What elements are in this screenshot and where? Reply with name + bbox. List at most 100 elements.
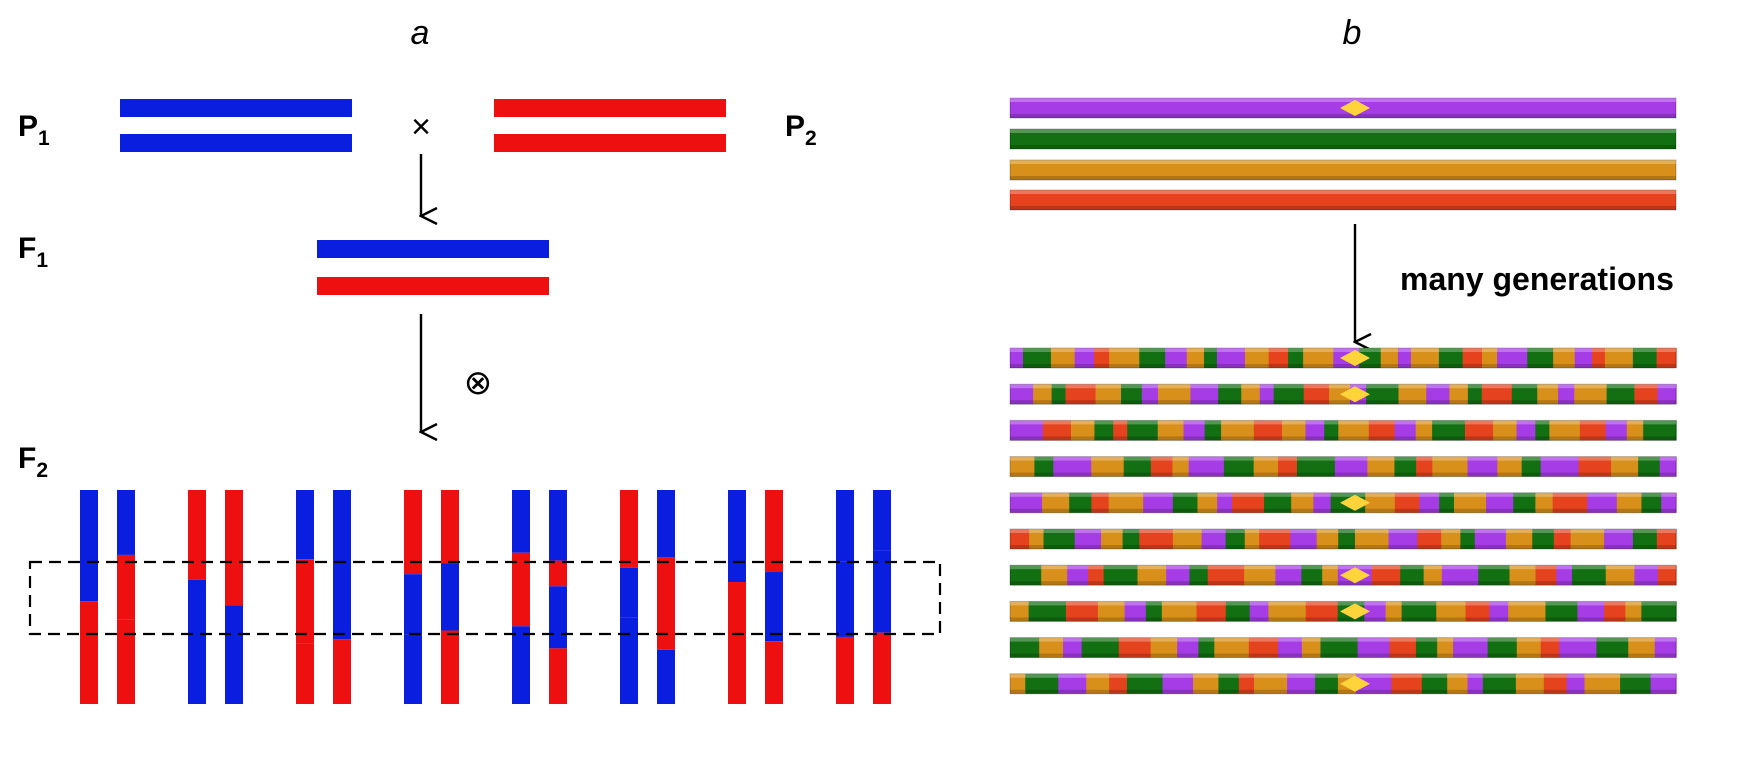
recombinant-7-segment-1 xyxy=(1010,565,1042,586)
recombinant-10-segment-16 xyxy=(1391,673,1423,694)
recombinant-3-segment-2 xyxy=(1042,420,1072,441)
recombinant-2-segment-23 xyxy=(1511,384,1538,405)
recombinant-4-segment-20 xyxy=(1521,456,1542,477)
recombinant-7-segment-19 xyxy=(1478,565,1511,586)
recombinant-9-segment-7 xyxy=(1177,637,1199,658)
f2-chromosome-14-segment-2 xyxy=(765,572,783,642)
f2-chromosome-5-segment-3 xyxy=(296,643,314,704)
recombinant-10-segment-9 xyxy=(1218,673,1240,694)
recombinant-6-segment-5 xyxy=(1101,529,1124,549)
recombinant-8-centromere xyxy=(1340,603,1370,620)
recombinant-3-segment-3 xyxy=(1070,420,1096,441)
recombinant-6-segment-27 xyxy=(1632,529,1658,549)
f2-chromosome-9-segment-1 xyxy=(512,490,530,553)
recombinant-3-segment-16 xyxy=(1368,420,1396,441)
recombinant-6-segment-13 xyxy=(1290,529,1318,549)
recombinant-9-highlight xyxy=(1010,637,1676,642)
recombinant-9-segment-12 xyxy=(1301,637,1322,658)
founder-red-highlight-shadow xyxy=(1010,206,1676,210)
founder-purple-highlight xyxy=(1010,98,1676,102)
selfing-symbol: ⊗ xyxy=(464,364,493,402)
recombinant-5-segment-4 xyxy=(1091,492,1110,513)
recombinant-2-segment-20 xyxy=(1449,384,1469,405)
f2-chromosome-12 xyxy=(657,490,675,704)
recombinant-9-segment-2 xyxy=(1039,637,1064,658)
recombinant-5-segment-10 xyxy=(1232,492,1265,513)
dashed-region-box xyxy=(28,560,942,636)
f2-chromosome-12-segment-1 xyxy=(657,490,675,558)
f2-chromosome-5 xyxy=(296,490,314,704)
recombinant-1-segment-11 xyxy=(1216,348,1246,368)
f2-chromosome-14-segment-3 xyxy=(765,641,783,704)
recombinant-3-segment-4 xyxy=(1094,420,1114,441)
f1-chromosome-parent2 xyxy=(317,277,549,295)
recombinant-1-segment-14 xyxy=(1288,348,1304,368)
recombinant-8-segment-20 xyxy=(1508,601,1547,622)
recombinant-6-segment-12 xyxy=(1259,529,1291,549)
recombinant-2-segment-9 xyxy=(1190,384,1219,405)
recombinant-9-segment-24 xyxy=(1628,637,1656,658)
recombinant-3-highlight-shadow xyxy=(1010,436,1676,441)
recombinant-9-segment-8 xyxy=(1198,637,1215,658)
recombinant-1-highlight xyxy=(1010,348,1676,352)
f2-chromosome-10-segment-4 xyxy=(549,648,567,704)
recombinant-7-highlight xyxy=(1010,565,1676,570)
recombinant-4-outline xyxy=(1009,456,1677,478)
recombinant-3-segment-15 xyxy=(1338,420,1370,441)
panel-a-label: a xyxy=(411,14,430,52)
recombinant-6-segment-28 xyxy=(1656,529,1677,549)
recombinant-4-segment-22 xyxy=(1578,456,1612,477)
recombinant-10-segment-20 xyxy=(1482,673,1517,694)
recombinant-1-segment-4 xyxy=(1074,348,1095,368)
recombinant-3-segment-25 xyxy=(1579,420,1607,441)
recombinant-1-segment-5 xyxy=(1094,348,1110,368)
recombinant-7-segment-4 xyxy=(1088,565,1105,586)
recombinant-3-segment-28 xyxy=(1643,420,1677,441)
recombinant-2-segment-13 xyxy=(1273,384,1305,405)
recombinant-5-centromere xyxy=(1340,494,1370,511)
f2-chromosome-16 xyxy=(873,490,891,704)
f2-chromosome-14 xyxy=(765,490,783,704)
f2-chromosome-6-segment-1 xyxy=(333,490,351,549)
recombinant-7-segment-5 xyxy=(1103,565,1139,586)
recombinant-9-segment-20 xyxy=(1516,637,1542,658)
recombinant-1-segment-2 xyxy=(1022,348,1052,368)
recombinant-5-segment-25 xyxy=(1616,492,1643,513)
recombinant-4-segment-1 xyxy=(1010,456,1035,477)
recombinant-2-segment-4 xyxy=(1065,384,1097,405)
recombinant-5-highlight-shadow xyxy=(1010,508,1676,513)
recombinant-1-segment-22 xyxy=(1462,348,1483,368)
recombinant-7-segment-15 xyxy=(1371,565,1401,586)
recombinant-7-segment-9 xyxy=(1207,565,1245,586)
recombinant-4-segment-10 xyxy=(1253,456,1279,477)
recombinant-8-segment-8 xyxy=(1196,601,1227,622)
recombinant-chromosomes xyxy=(1009,347,1677,695)
recombinant-5-segment-6 xyxy=(1143,492,1174,513)
recombinant-8-highlight-shadow xyxy=(1010,617,1676,622)
founder-red-highlight xyxy=(1010,190,1676,194)
recombinant-3-segment-17 xyxy=(1394,420,1417,441)
recombinant-4-highlight-shadow xyxy=(1010,472,1676,477)
f2-chromosome-6 xyxy=(333,490,351,704)
recombinant-7-segment-7 xyxy=(1166,565,1191,586)
recombinant-4-segment-19 xyxy=(1497,456,1523,477)
f2-chromosome-11-segment-2 xyxy=(620,567,638,618)
recombinant-5-segment-3 xyxy=(1069,492,1092,513)
recombinant-8-segment-11 xyxy=(1268,601,1307,622)
recombinant-7-highlight-shadow xyxy=(1010,581,1676,586)
f2-chromosome-2-segment-3 xyxy=(117,619,135,704)
recombinant-9-segment-10 xyxy=(1248,637,1279,658)
recombinant-chromosome-8 xyxy=(1009,600,1677,622)
recombinant-4-segment-16 xyxy=(1416,456,1433,477)
recombinant-6-segment-18 xyxy=(1417,529,1442,549)
recombinant-4-segment-23 xyxy=(1611,456,1639,477)
recombinant-6-segment-8 xyxy=(1172,529,1203,549)
f2-chromosome-13 xyxy=(728,490,746,704)
f2-chromosome-10-segment-3 xyxy=(549,586,567,649)
recombinant-6-segment-19 xyxy=(1441,529,1461,549)
recombinant-8-segment-24 xyxy=(1625,601,1642,622)
recombinant-9-outline xyxy=(1009,637,1677,659)
panel-b-label: b xyxy=(1343,14,1362,52)
recombinant-3-segment-8 xyxy=(1183,420,1206,441)
founder-green-body xyxy=(1009,128,1677,150)
